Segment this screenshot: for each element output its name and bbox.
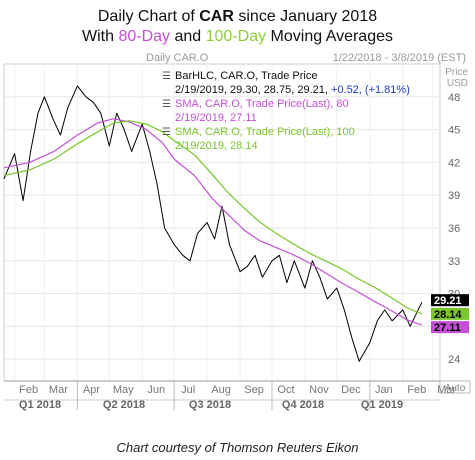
sma100-line xyxy=(3,120,423,315)
series-group xyxy=(3,85,423,362)
title-suffix: since January 2018 xyxy=(233,8,378,25)
x-month-tick-label: Oct xyxy=(277,384,294,396)
title-prefix: Daily Chart of xyxy=(97,8,200,25)
x-month-tick-label: Dec xyxy=(341,384,361,396)
x-month-tick-label: Nov xyxy=(309,384,329,396)
y-axis-label: Price xyxy=(445,67,468,78)
price-chart[interactable]: Daily CAR.O 1/22/2018 - 3/8/2019 (EST) 2… xyxy=(0,0,475,440)
auto-scale-label: Auto xyxy=(445,383,466,394)
legend-bar-values: 2/19/2019, 29.30, 28.75, 29.21, +0.52, (… xyxy=(175,84,410,96)
title2-mid: and xyxy=(170,28,206,45)
x-quarter-tick-label: Q3 2018 xyxy=(189,399,231,411)
legend-sma80-values: 2/19/2019, 27.11 xyxy=(175,112,257,124)
title2-sma100: 100-Day xyxy=(205,28,267,45)
legend-bar-icon: ☰ xyxy=(162,71,171,82)
y-tick-label: 45 xyxy=(448,125,460,137)
chart-title-line1: Daily Chart of CAR since January 2018 xyxy=(0,8,475,26)
y-axis-currency: USD xyxy=(447,78,468,89)
x-month-tick-label: Apr xyxy=(83,384,100,396)
legend-sma100-values: 2/19/2019, 28.14 xyxy=(175,140,258,152)
x-month-tick-label: May xyxy=(113,384,134,396)
x-month-tick-label: Feb xyxy=(19,384,38,396)
x-quarter-tick-label: Q4 2018 xyxy=(282,399,324,411)
sma80-line xyxy=(3,118,423,326)
legend-bar-title: BarHLC, CAR.O, Trade Price xyxy=(175,70,317,82)
y-tick-label: 36 xyxy=(448,223,460,235)
price-last-tag-bg xyxy=(431,294,469,307)
price-last-tag-label: 29.21 xyxy=(434,295,462,307)
x-month-tick-label: Jul xyxy=(181,384,195,396)
y-tick-label: 39 xyxy=(448,190,460,202)
x-quarter-tick-label: Q1 2018 xyxy=(19,399,61,411)
x-quarter-tick-label: Q1 2019 xyxy=(361,399,403,411)
legend-sma80-title: SMA, CAR.O, Trade Price(Last), 80 xyxy=(175,98,349,110)
y-tick-label: 24 xyxy=(448,354,460,366)
legend-sma100-icon: ☰ xyxy=(162,127,171,138)
price-line xyxy=(3,85,423,362)
x-month-tick-label: Sep xyxy=(244,384,264,396)
chart-credit: Chart courtesy of Thomson Reuters Eikon xyxy=(116,440,359,455)
x-month-tick-label: Mar xyxy=(49,384,68,396)
y-tick-label: 48 xyxy=(448,92,460,104)
x-month-tick-label: Jun xyxy=(147,384,165,396)
legend-sma80-icon: ☰ xyxy=(162,99,171,110)
x-month-tick-label: Aug xyxy=(211,384,231,396)
y-tick-label: 33 xyxy=(448,256,460,268)
legend: ☰ BarHLC, CAR.O, Trade Price 2/19/2019, … xyxy=(162,70,410,152)
legend-bar-change: +0.52, (+1.81%) xyxy=(331,84,410,96)
x-quarter-tick-label: Q2 2018 xyxy=(103,399,145,411)
title2-prefix: With xyxy=(82,28,119,45)
sma80-last-tag-bg xyxy=(431,321,469,334)
chart-header-right: 1/22/2018 - 3/8/2019 (EST) xyxy=(333,52,466,64)
legend-sma100-title: SMA, CAR.O, Trade Price(Last), 100 xyxy=(175,126,355,138)
auto-scale-button[interactable] xyxy=(439,380,471,394)
sma100-last-tag-bg xyxy=(431,307,469,320)
sma80-last-tag-label: 27.11 xyxy=(434,322,461,334)
legend-bar-values-text: 2/19/2019, 29.30, 28.75, 29.21, xyxy=(175,84,331,96)
y-tick-label: 42 xyxy=(448,157,460,169)
title-ticker: CAR xyxy=(199,8,234,25)
sma100-last-tag-label: 28.14 xyxy=(434,309,462,321)
title2-suffix: Moving Averages xyxy=(266,28,393,45)
x-month-tick-label: Mar xyxy=(437,384,456,396)
chart-title-line2: With 80-Day and 100-Day Moving Averages xyxy=(0,28,475,46)
x-axis: Feb Mar Apr May Jun Jul Aug Sep Oct Nov Dec Jan Feb M… xyxy=(4,380,456,411)
x-month-tick-label: Jan xyxy=(375,384,393,396)
gridlines xyxy=(4,64,440,381)
x-month-tick-label: Feb xyxy=(407,384,426,396)
chart-header-left: Daily CAR.O xyxy=(146,52,209,64)
title2-sma80: 80-Day xyxy=(118,28,171,45)
